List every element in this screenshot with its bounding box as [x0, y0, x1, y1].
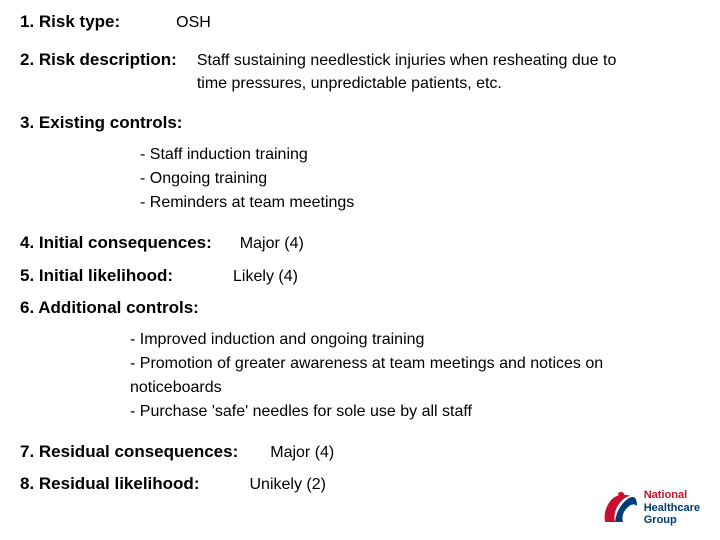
- residual-consequences-label: 7. Residual consequences:: [20, 442, 238, 462]
- logo-line1: National: [644, 489, 700, 502]
- risk-description-row: 2. Risk description: Staff sustaining ne…: [20, 50, 700, 95]
- list-item: - Improved induction and ongoing trainin…: [130, 328, 620, 352]
- residual-likelihood-row: 8. Residual likelihood: Unikely (2): [20, 474, 700, 496]
- additional-controls-label: 6. Additional controls:: [20, 298, 199, 318]
- initial-likelihood-row: 5. Initial likelihood: Likely (4): [20, 266, 700, 288]
- risk-type-label: 1. Risk type:: [20, 12, 120, 32]
- existing-controls-row: 3. Existing controls:: [20, 113, 700, 133]
- list-item: - Purchase 'safe' needles for sole use b…: [130, 400, 620, 424]
- logo-swoosh-icon: [601, 488, 639, 528]
- list-item: - Staff induction training: [140, 143, 700, 167]
- residual-likelihood-label: 8. Residual likelihood:: [20, 474, 199, 494]
- existing-controls-list: - Staff induction training - Ongoing tra…: [140, 143, 700, 215]
- list-item: - Reminders at team meetings: [140, 191, 700, 215]
- initial-likelihood-value: Likely (4): [233, 266, 298, 288]
- residual-consequences-row: 7. Residual consequences: Major (4): [20, 442, 700, 464]
- risk-description-label: 2. Risk description:: [20, 50, 177, 70]
- risk-description-value: Staff sustaining needlestick injuries wh…: [197, 50, 617, 95]
- residual-likelihood-value: Unikely (2): [249, 474, 325, 496]
- risk-type-value: OSH: [176, 12, 211, 34]
- logo-line3: Group: [644, 514, 700, 527]
- residual-consequences-value: Major (4): [270, 442, 334, 464]
- initial-likelihood-label: 5. Initial likelihood:: [20, 266, 173, 286]
- initial-consequences-row: 4. Initial consequences: Major (4): [20, 233, 700, 255]
- initial-consequences-value: Major (4): [240, 233, 304, 255]
- initial-consequences-label: 4. Initial consequences:: [20, 233, 212, 253]
- risk-type-row: 1. Risk type: OSH: [20, 12, 700, 34]
- list-item: - Ongoing training: [140, 167, 700, 191]
- additional-controls-row: 6. Additional controls:: [20, 298, 700, 318]
- list-item: - Promotion of greater awareness at team…: [130, 352, 620, 400]
- existing-controls-label: 3. Existing controls:: [20, 113, 182, 133]
- logo-line2: Healthcare: [644, 502, 700, 515]
- nhg-logo: National Healthcare Group: [601, 488, 700, 528]
- additional-controls-list: - Improved induction and ongoing trainin…: [130, 328, 620, 424]
- logo-text: National Healthcare Group: [644, 489, 700, 527]
